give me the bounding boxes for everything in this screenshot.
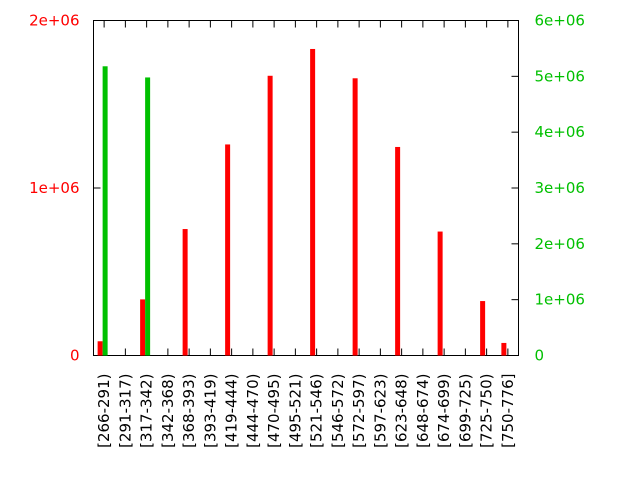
x-tick-label: [342-368) — [159, 374, 177, 448]
red-bar — [395, 146, 401, 356]
x-tick-label: [368-393) — [180, 374, 198, 448]
red-bar — [310, 48, 316, 356]
right-tick-label: 1e+06 — [535, 291, 585, 309]
red-bar — [267, 75, 273, 356]
right-y-axis: 0 1e+06 2e+06 3e+06 4e+06 5e+06 6e+06 — [511, 12, 585, 365]
green-bar — [145, 77, 151, 356]
right-tick-label: 4e+06 — [535, 123, 585, 141]
x-tick-label: [291-317) — [116, 374, 134, 448]
x-tick-label: [393-419) — [201, 374, 219, 448]
red-bar — [225, 144, 231, 356]
x-tick-label: [674-699) — [435, 374, 453, 448]
red-bar — [182, 229, 188, 356]
right-tick-label: 2e+06 — [535, 235, 585, 253]
x-axis: [266-291) [291-317) [317-342) [342-368) [368… — [95, 20, 517, 448]
x-tick-label: [572-597) — [350, 374, 368, 448]
x-tick-label: [648-674) — [414, 374, 432, 448]
x-tick-label: [419-444) — [223, 374, 241, 448]
right-tick-label: 6e+06 — [535, 12, 585, 30]
x-tick-label: [623-648) — [393, 374, 411, 448]
x-tick-label: [317-342) — [138, 374, 156, 448]
x-tick-label: [699-725) — [456, 374, 474, 448]
x-tick-label: [444-470) — [244, 374, 262, 448]
x-tick-label: [470-495) — [265, 374, 283, 448]
left-tick-label: 0 — [70, 347, 80, 365]
bars-group — [97, 48, 507, 356]
x-tick-label: [546-572) — [329, 374, 347, 448]
left-y-axis: 0 1e+06 2e+06 — [29, 12, 101, 365]
green-bar — [102, 66, 108, 356]
red-bar — [352, 78, 358, 356]
right-tick-label: 5e+06 — [535, 67, 585, 85]
red-bar — [437, 231, 443, 356]
red-bar — [97, 341, 103, 356]
x-tick-label: [725-750) — [478, 374, 496, 448]
x-tick-label: [495-521) — [286, 374, 304, 448]
red-bar — [501, 342, 507, 356]
left-tick-label: 1e+06 — [29, 179, 79, 197]
x-tick-label: [521-546) — [308, 374, 326, 448]
x-tick-label: [750-776] — [499, 374, 517, 448]
x-tick-label: [266-291) — [95, 374, 113, 448]
x-tick-label: [597-623) — [371, 374, 389, 448]
red-bar — [140, 299, 146, 356]
plot-frame — [93, 20, 519, 356]
right-tick-label: 0 — [535, 347, 545, 365]
red-bar — [480, 301, 486, 356]
right-tick-label: 3e+06 — [535, 179, 585, 197]
left-tick-label: 2e+06 — [29, 12, 79, 30]
